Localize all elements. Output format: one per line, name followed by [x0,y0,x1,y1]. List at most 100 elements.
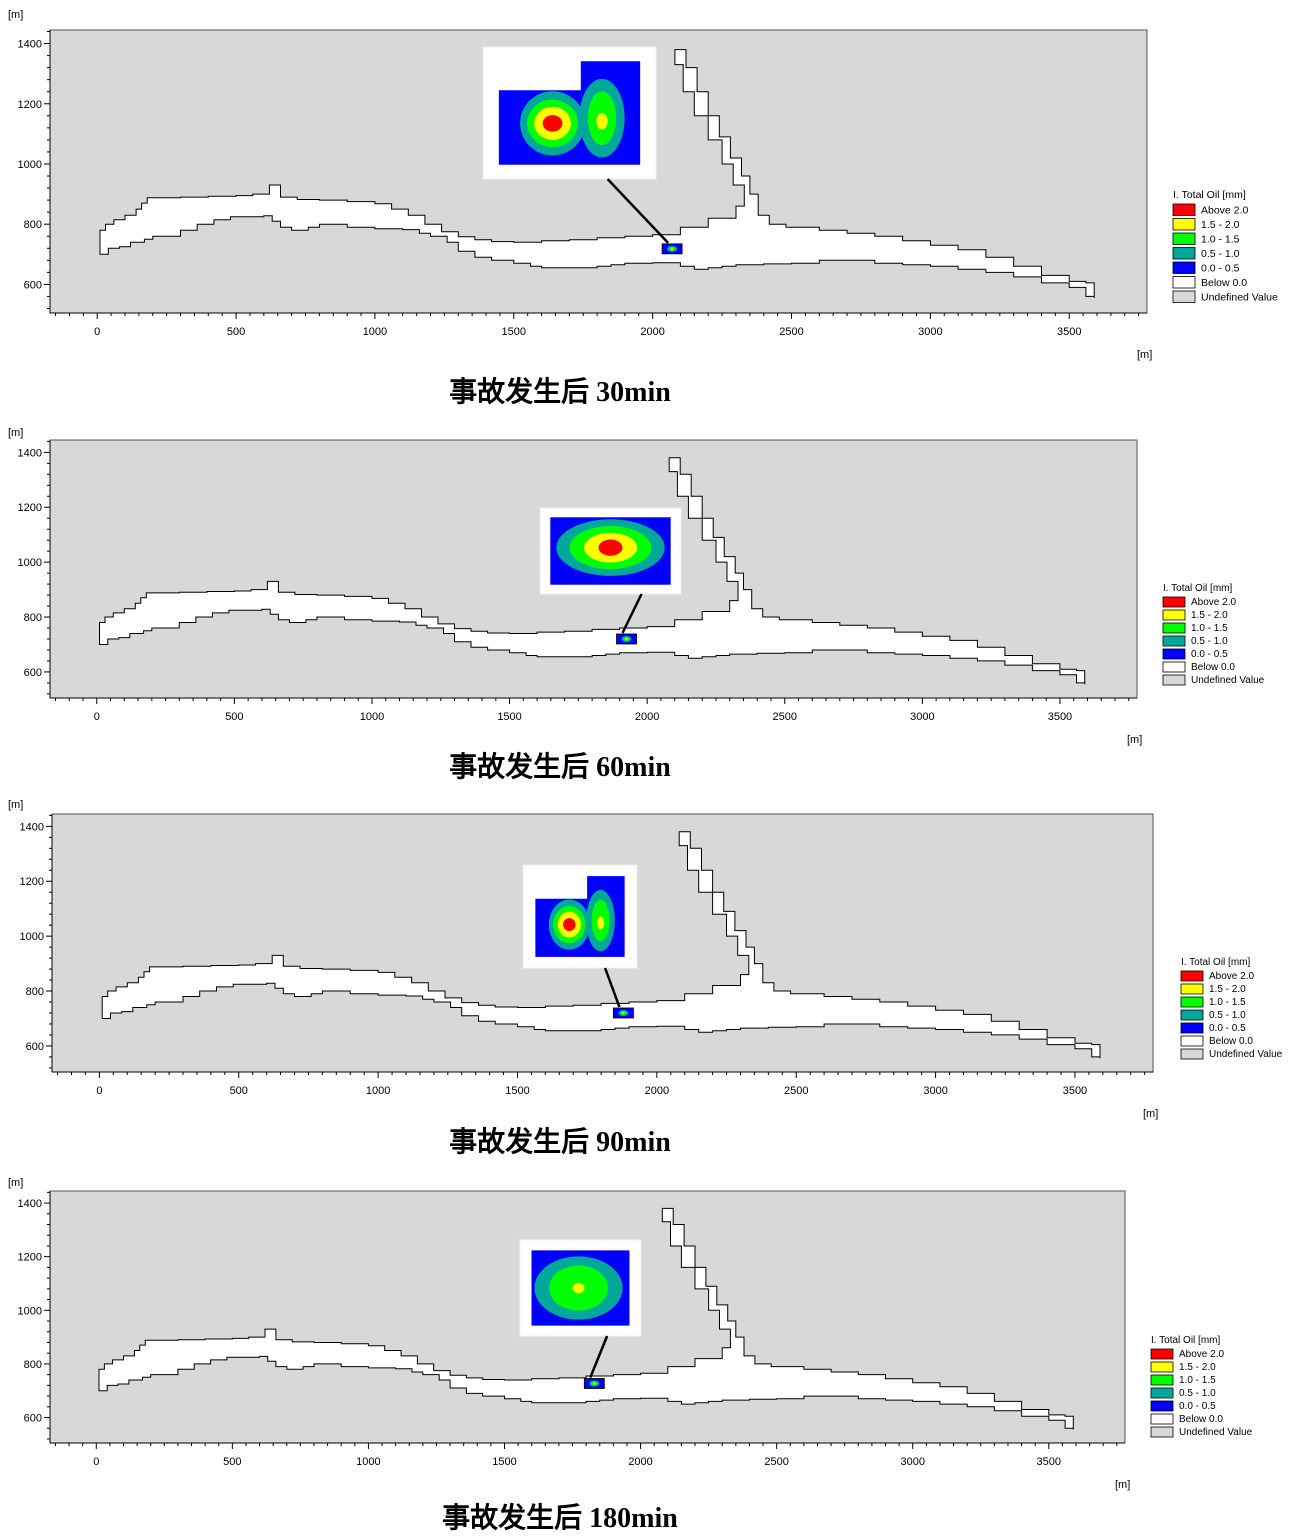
legend-swatch [1162,622,1186,634]
legend-label: 0.5 - 1.0 [1201,248,1240,260]
x-unit-label: [m] [1127,734,1142,746]
legend-swatch [1150,1361,1174,1373]
x-tick-label: 1500 [502,326,526,338]
y-axis: 600 800 1000 1200 1400 [18,440,51,698]
y-axis: 600 800 1000 1200 1400 [20,814,53,1072]
x-tick-label: 3500 [1057,326,1081,338]
legend-label: Below 0.0 [1179,1414,1223,1425]
y-unit-label: [m] [8,799,23,811]
legend-title: I. Total Oil [mm] [1173,189,1246,201]
y-unit-label: [m] [8,1177,23,1189]
legend-label: Above 2.0 [1179,1349,1224,1360]
legend-swatch [1162,674,1186,686]
oil-spill-marker [616,633,637,645]
y-tick-label: 1400 [18,39,42,51]
legend-label: Undefined Value [1191,675,1265,686]
x-tick-label: 0 [94,711,100,723]
x-tick-label: 1000 [356,1456,380,1468]
legend-swatch [1180,996,1204,1008]
y-tick-label: 600 [24,1413,42,1425]
legend-label: 1.5 - 2.0 [1191,610,1228,621]
x-tick-label: 2500 [779,326,803,338]
legend-label: 1.5 - 2.0 [1201,219,1240,231]
legend: I. Total Oil [mm] Above 2.0 1.5 - 2.0 1.0 -… [1180,957,1283,1060]
legend-swatch [1180,1022,1204,1034]
x-tick-label: 3000 [923,1085,947,1097]
y-tick-label: 600 [26,1041,44,1053]
y-tick-label: 1000 [18,1305,42,1317]
legend-label: Below 0.0 [1201,277,1247,289]
x-tick-label: 500 [230,1085,248,1097]
y-tick-label: 1200 [18,1252,42,1264]
legend-swatch [1180,1035,1204,1047]
legend-swatch [1172,203,1196,216]
y-tick-label: 1400 [20,821,44,833]
legend-label: 1.0 - 1.5 [1209,997,1246,1008]
x-tick-label: 0 [93,1456,99,1468]
caption-panel-1: 事故发生后 30min [449,377,671,408]
legend-title: I. Total Oil [mm] [1163,583,1232,594]
zoom-inset [522,864,638,969]
legend-swatch [1150,1400,1174,1412]
y-axis: 600 800 1000 1200 1400 [18,30,51,313]
x-tick-label: 2000 [645,1085,669,1097]
oil-spill-marker [613,1007,634,1019]
river-channel [101,831,1101,1059]
x-tick-label: 1500 [492,1456,516,1468]
legend-label: 1.5 - 2.0 [1179,1362,1216,1373]
legend-swatch [1172,290,1196,303]
legend-label: 0.5 - 1.0 [1209,1010,1246,1021]
inset-leader-line [603,967,621,1008]
y-tick-label: 1200 [20,876,44,888]
legend-swatch [1150,1387,1174,1399]
oil-spill-marker [583,1378,605,1389]
x-tick-label: 500 [223,1456,241,1468]
map-panel-1: [m] [m] 0 500 1000 1500 2000 2500 3000 3500 600 800… [8,9,1278,361]
legend-label: Undefined Value [1209,1049,1283,1060]
legend-label: 0.0 - 0.5 [1209,1023,1246,1034]
inset-leader-line [589,1335,609,1378]
x-tick-label: 0 [94,326,100,338]
legend-label: Above 2.0 [1209,971,1254,982]
y-tick-label: 1200 [18,99,42,111]
caption-panel-4: 事故发生后 180min [442,1503,678,1534]
zoom-inset [519,1239,642,1337]
legend-label: Undefined Value [1179,1427,1253,1438]
legend-label: 1.0 - 1.5 [1201,234,1240,246]
legend-swatch [1162,609,1186,621]
x-tick-label: 2500 [773,711,797,723]
legend: I. Total Oil [mm] Above 2.0 1.5 - 2.0 1.0 -… [1172,189,1278,304]
legend-swatch [1180,1048,1204,1060]
y-axis: 600 800 1000 1200 1400 [18,1191,51,1443]
x-tick-label: 3500 [1037,1456,1061,1468]
x-tick-label: 1000 [366,1085,390,1097]
y-tick-label: 1000 [18,159,42,171]
inset-leader-line [606,178,670,244]
x-tick-label: 3000 [900,1456,924,1468]
legend-label: 0.5 - 1.0 [1191,636,1228,647]
zoom-inset [482,46,657,180]
legend-label: 1.0 - 1.5 [1191,623,1228,634]
legend-swatch [1150,1348,1174,1360]
x-unit-label: [m] [1143,1108,1158,1120]
legend-label: 0.0 - 0.5 [1201,263,1240,275]
legend-swatch [1162,596,1186,608]
caption-panel-3: 事故发生后 90min [449,1127,671,1158]
x-tick-label: 3000 [910,711,934,723]
legend-label: 0.0 - 0.5 [1191,649,1228,660]
x-tick-label: 2000 [635,711,659,723]
legend-swatch [1172,276,1196,289]
x-axis: 0 500 1000 1500 2000 2500 3000 3500 [50,1442,1125,1468]
x-tick-label: 1500 [505,1085,529,1097]
y-unit-label: [m] [8,427,23,439]
legend-label: Above 2.0 [1201,205,1248,217]
x-tick-label: 0 [96,1085,102,1097]
legend-swatch [1150,1426,1174,1438]
legend: I. Total Oil [mm] Above 2.0 1.5 - 2.0 1.0 -… [1162,583,1265,686]
legend: I. Total Oil [mm] Above 2.0 1.5 - 2.0 1.0 -… [1150,1335,1253,1438]
x-tick-label: 500 [225,711,243,723]
legend-title: I. Total Oil [mm] [1181,957,1250,968]
legend-title: I. Total Oil [mm] [1151,1335,1220,1346]
legend-label: Below 0.0 [1191,662,1235,673]
map-panel-2: [m] [m] 0 500 1000 1500 2000 2500 3000 3500 600 800… [8,427,1265,746]
